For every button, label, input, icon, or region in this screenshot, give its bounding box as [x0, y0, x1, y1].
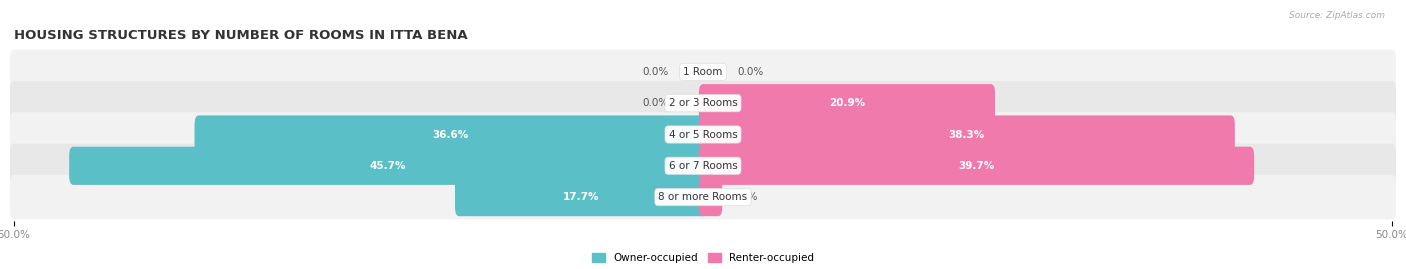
- Text: 6 or 7 Rooms: 6 or 7 Rooms: [669, 161, 737, 171]
- FancyBboxPatch shape: [194, 115, 707, 154]
- Text: 8 or more Rooms: 8 or more Rooms: [658, 192, 748, 202]
- FancyBboxPatch shape: [10, 112, 1396, 157]
- Text: 38.3%: 38.3%: [949, 129, 986, 140]
- Text: 4 or 5 Rooms: 4 or 5 Rooms: [669, 129, 737, 140]
- FancyBboxPatch shape: [699, 115, 1234, 154]
- FancyBboxPatch shape: [699, 178, 723, 216]
- FancyBboxPatch shape: [10, 144, 1396, 188]
- Text: 39.7%: 39.7%: [959, 161, 994, 171]
- Text: 1.1%: 1.1%: [733, 192, 758, 202]
- Text: 36.6%: 36.6%: [433, 129, 470, 140]
- FancyBboxPatch shape: [699, 84, 995, 122]
- Text: 2 or 3 Rooms: 2 or 3 Rooms: [669, 98, 737, 108]
- FancyBboxPatch shape: [10, 50, 1396, 94]
- FancyBboxPatch shape: [10, 81, 1396, 125]
- Legend: Owner-occupied, Renter-occupied: Owner-occupied, Renter-occupied: [588, 249, 818, 267]
- Text: 0.0%: 0.0%: [738, 67, 763, 77]
- Text: 17.7%: 17.7%: [562, 192, 599, 202]
- Text: 45.7%: 45.7%: [370, 161, 406, 171]
- FancyBboxPatch shape: [699, 147, 1254, 185]
- FancyBboxPatch shape: [456, 178, 707, 216]
- Text: 1 Room: 1 Room: [683, 67, 723, 77]
- Text: HOUSING STRUCTURES BY NUMBER OF ROOMS IN ITTA BENA: HOUSING STRUCTURES BY NUMBER OF ROOMS IN…: [14, 29, 468, 42]
- Text: 0.0%: 0.0%: [643, 98, 669, 108]
- FancyBboxPatch shape: [10, 175, 1396, 219]
- Text: Source: ZipAtlas.com: Source: ZipAtlas.com: [1289, 11, 1385, 20]
- FancyBboxPatch shape: [69, 147, 707, 185]
- Text: 20.9%: 20.9%: [830, 98, 865, 108]
- Text: 0.0%: 0.0%: [643, 67, 669, 77]
